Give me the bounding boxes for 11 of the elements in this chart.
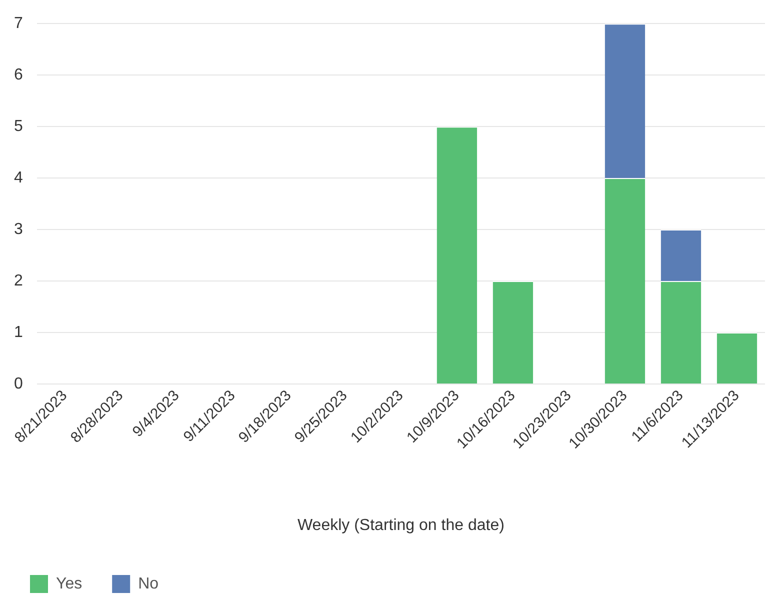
legend-label: Yes bbox=[56, 575, 82, 592]
y-tick-label: 0 bbox=[14, 375, 23, 392]
y-tick-label: 4 bbox=[14, 169, 23, 186]
y-tick-label: 7 bbox=[14, 15, 23, 32]
y-tick-label: 3 bbox=[14, 220, 23, 238]
y-tick-label: 2 bbox=[14, 272, 23, 290]
x-axis-title: Weekly (Starting on the date) bbox=[297, 516, 504, 534]
y-tick-label: 6 bbox=[14, 66, 23, 84]
legend-label: No bbox=[138, 575, 159, 592]
y-tick-label: 1 bbox=[14, 324, 23, 341]
y-tick-label: 5 bbox=[14, 118, 23, 135]
